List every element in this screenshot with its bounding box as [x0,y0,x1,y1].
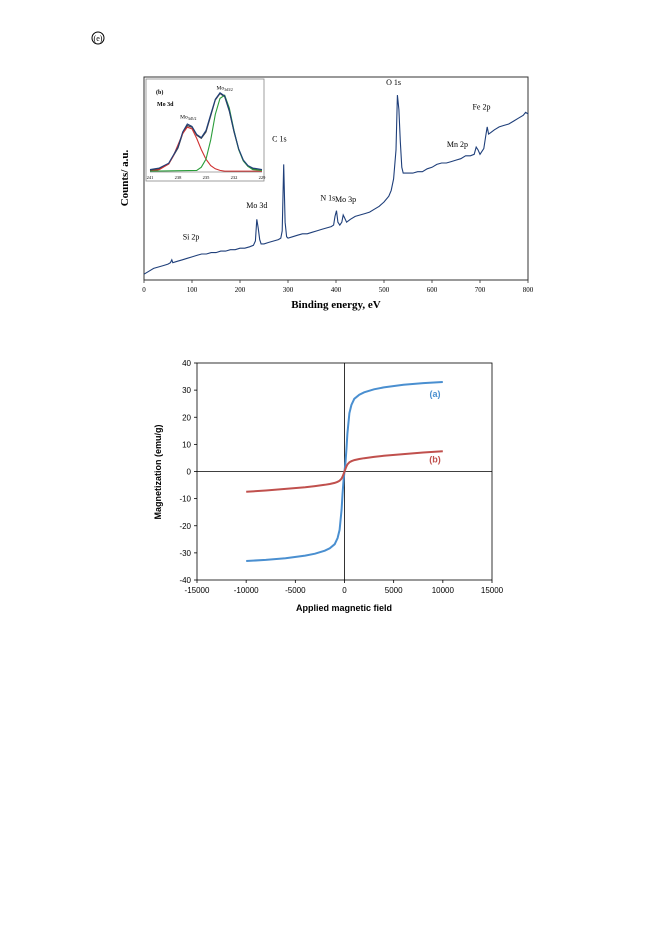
mag-x-tick-label: -5000 [285,586,306,595]
xps-x-tick-label: 0 [142,286,146,294]
xps-peak-label: C 1s [272,134,286,143]
xps-x-tick-label: 600 [427,286,438,294]
mag-y-tick-label: 20 [182,413,191,422]
xps-peak-labels: Si 2p Mo 3d C 1s N 1s Mo 3p O 1s Mn 2p Fe 2p [183,78,491,242]
mag-y-tick-label: 10 [182,440,191,449]
mag-x-axis-label: Applied magnetic field [296,603,392,613]
mag-series-label: (b) [429,455,441,465]
xps-peak-label: N 1s [320,194,335,203]
xps-inset-heading: Mo 3d [157,102,174,108]
xps-inset-x-tick-label: 232 [231,175,238,180]
xps-inset-peak-subscript: 3d3/2 [224,88,233,92]
xps-x-tick-label: 200 [235,286,246,294]
mag-series-labels: (a) (b) [429,389,441,465]
mag-y-tick-label: -10 [179,495,191,504]
xps-inset-fit-line [149,92,263,171]
xps-peak-label: Fe 2p [472,103,490,112]
mag-series-line [246,450,443,493]
xps-spectrum-chart: 0 100 200 300 400 500 600 700 800 Si 2p Mo 3d C 1s… [119,76,534,311]
xps-inset-peak-label: Mo3d3/2 [217,86,233,93]
xps-y-axis-label: Counts/ a.u. [119,149,131,206]
xps-inset-peak-label: Mo3d5/2 [180,114,196,121]
xps-peak-label: O 1s [386,78,401,87]
mag-y-tick-label: 40 [182,359,191,368]
mag-y-tick-label: -30 [179,549,191,558]
xps-x-axis-label: Binding energy, eV [291,299,381,311]
xps-x-tick-label: 100 [187,286,198,294]
xps-inset-x-tick-label: 241 [147,175,154,180]
xps-inset-panel-label: (b) [156,89,163,96]
xps-x-tick-label: 800 [523,286,534,294]
mag-x-tick-label: 15000 [481,586,504,595]
xps-peak-label: Mo 3p [335,195,356,204]
mag-y-tick-label: -40 [179,576,191,585]
xps-inset-peak-subscript: 3d5/2 [188,117,197,121]
xps-series-group [143,95,529,275]
xps-inset-frame [145,78,265,182]
xps-x-tick-label: 300 [283,286,294,294]
xps-x-ticks: 0 100 200 300 400 500 600 700 800 [142,280,534,294]
xps-spectrum-line [143,95,529,275]
xps-x-tick-label: 500 [379,286,390,294]
xps-inset-peak-labels: Mo3d5/2 Mo3d3/2 [180,86,233,121]
mag-series-group [246,381,443,562]
xps-x-tick-label: 700 [475,286,486,294]
xps-peak-label: Mn 2p [447,140,468,149]
mag-x-tick-label: -15000 [185,586,210,595]
mag-series-label: (a) [429,389,440,399]
mag-x-tick-label: 0 [342,586,347,595]
xps-x-tick-label: 400 [331,286,342,294]
xps-inset-x-ticks: 241 238 235 232 229 [147,171,267,180]
mag-x-tick-label: -10000 [234,586,259,595]
mag-y-axis-label: Magnetization (emu/g) [153,425,163,520]
xps-peak-label: Si 2p [183,233,200,242]
magnetization-chart: -15000 -10000 -5000 0 5000 10000 15000 -40 -30 -2… [153,359,504,613]
xps-peak-label: Mo 3d [246,201,267,210]
xps-inset-x-tick-label: 229 [259,175,267,180]
xps-inset: (b) Mo 3d 241 238 235 232 229 Mo3d5/2 Mo3d3/2 [145,78,267,182]
mag-y-tick-label: 0 [187,468,192,477]
mag-y-tick-label: 30 [182,386,191,395]
mag-x-tick-label: 5000 [385,586,403,595]
xps-inset-x-tick-label: 235 [203,175,211,180]
mag-x-tick-label: 10000 [432,586,455,595]
xps-inset-x-tick-label: 238 [175,175,183,180]
mag-y-tick-label: -20 [179,522,191,531]
xps-inset-series-group [149,92,263,172]
